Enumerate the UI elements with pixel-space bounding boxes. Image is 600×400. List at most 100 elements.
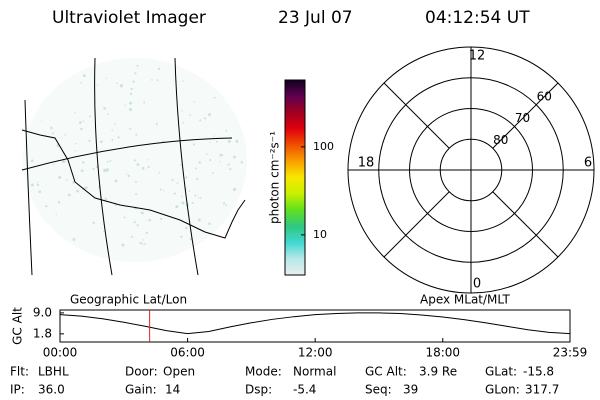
speckle — [136, 163, 140, 167]
status-label: Seq: — [365, 383, 392, 397]
speckle — [82, 161, 85, 164]
speckle — [123, 216, 126, 219]
status-value: 3.9 Re — [419, 365, 457, 379]
speckle — [51, 132, 54, 135]
speckle — [125, 173, 127, 175]
coastline — [21, 129, 246, 239]
altitude-line — [59, 312, 571, 335]
speckle — [194, 167, 197, 170]
speckle — [199, 197, 202, 199]
speckle — [135, 133, 138, 136]
status-label: GLon: — [485, 383, 520, 397]
speckle — [211, 172, 214, 174]
speckle — [130, 87, 133, 91]
speckle — [185, 226, 188, 230]
speckle — [119, 84, 124, 88]
speckle — [136, 64, 139, 67]
status-value: Normal — [293, 365, 336, 379]
speckle — [111, 138, 114, 141]
spoke — [383, 82, 450, 149]
speckle — [109, 159, 112, 162]
y-tick-label: 9.0 — [33, 305, 52, 319]
title: Ultraviolet Imager — [52, 8, 206, 28]
speckle — [136, 224, 139, 227]
speckle — [99, 140, 103, 144]
speckle — [64, 133, 66, 136]
speckle — [227, 163, 230, 166]
status-label: Dsp: — [245, 383, 272, 397]
lat-line — [21, 137, 233, 171]
speckle — [74, 111, 76, 114]
speckle — [74, 149, 76, 152]
speckle — [191, 201, 194, 204]
lon-line — [174, 57, 199, 276]
speckle — [208, 222, 211, 225]
speckle — [133, 159, 136, 162]
speckle — [103, 230, 105, 233]
speckle — [114, 123, 117, 125]
status-value: Open — [163, 365, 195, 379]
x-tick-label: 06:00 — [170, 346, 205, 360]
speckle — [209, 141, 211, 143]
speckle — [139, 241, 142, 245]
speckle — [179, 163, 182, 166]
speckle — [219, 153, 223, 157]
status-value: 317.7 — [525, 383, 559, 397]
speckle — [80, 169, 84, 173]
status-value: -5.4 — [293, 383, 316, 397]
status-value: 14 — [165, 383, 180, 397]
speckle — [127, 174, 131, 178]
speckle — [145, 219, 147, 221]
speckle — [199, 119, 202, 122]
mlt-label: 18 — [358, 156, 375, 171]
status-value: -15.8 — [523, 365, 554, 379]
speckle — [182, 122, 185, 124]
speckle — [215, 140, 218, 143]
speckle — [72, 181, 75, 184]
status-label: Gain: — [125, 383, 157, 397]
speckle — [142, 243, 144, 245]
speckle — [105, 168, 109, 172]
speckle — [175, 205, 179, 209]
speckle — [147, 165, 150, 169]
speckle — [121, 243, 125, 247]
tick-label: 10 — [313, 228, 327, 241]
speckle — [144, 242, 146, 245]
speckle — [103, 169, 107, 173]
y-axis-label: GC Alt — [11, 307, 25, 345]
speckle — [117, 136, 120, 139]
speckle — [157, 67, 161, 70]
speckle — [30, 183, 34, 187]
speckle — [135, 193, 138, 196]
status-label: IP: — [10, 383, 25, 397]
speckle — [193, 143, 196, 146]
speckle — [227, 139, 231, 143]
speckle — [129, 101, 133, 105]
status-value: 36.0 — [38, 383, 65, 397]
speckle — [145, 231, 149, 235]
speckle — [65, 178, 68, 181]
speckle — [88, 139, 91, 142]
colorbar — [284, 79, 306, 276]
speckle — [61, 160, 65, 163]
time: 04:12:54 UT — [425, 8, 530, 28]
speckle — [209, 159, 212, 162]
speckle — [181, 110, 183, 112]
status-label: GC Alt: — [365, 365, 407, 379]
status-value: LBHL — [38, 365, 69, 379]
status-label: Mode: — [245, 365, 282, 379]
speckle — [116, 82, 119, 85]
speckle — [57, 201, 61, 204]
tick-label: 100 — [313, 140, 334, 153]
mlt-label: 12 — [469, 49, 486, 64]
speckle — [219, 161, 221, 163]
speckle — [176, 182, 179, 184]
speckle — [96, 84, 98, 86]
speckle — [181, 201, 185, 205]
speckle — [132, 80, 135, 83]
speckle — [194, 194, 197, 197]
speckle — [141, 166, 145, 170]
speckle — [185, 176, 188, 179]
speckle — [104, 197, 108, 201]
speckle — [173, 192, 176, 195]
